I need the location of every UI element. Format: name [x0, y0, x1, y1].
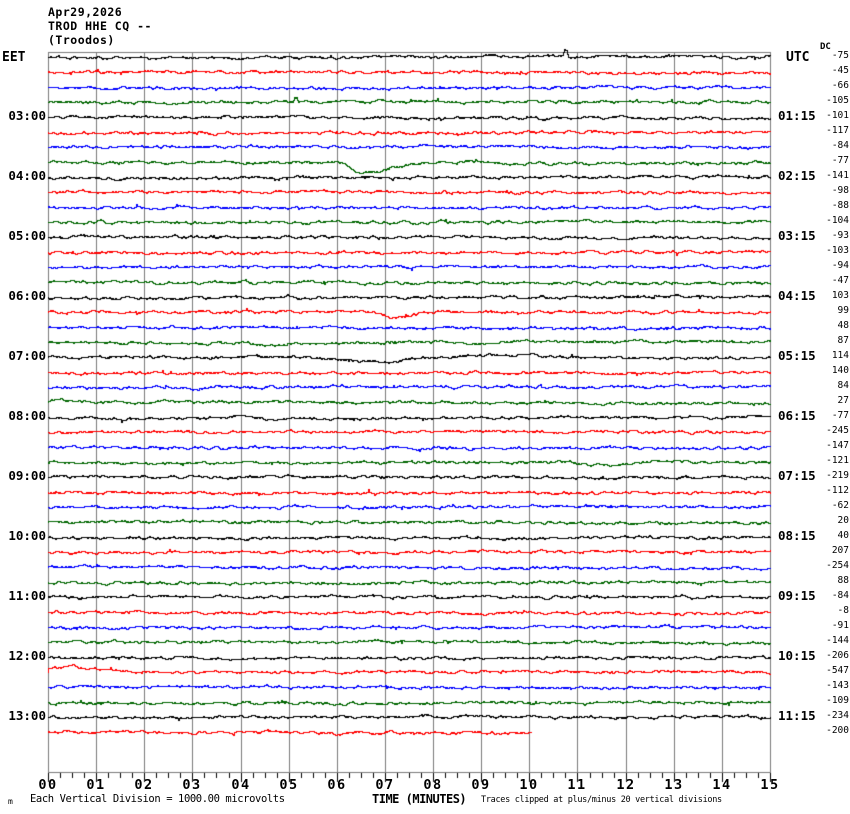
corner-watermark: m — [8, 797, 13, 806]
dc-offset-value: -254 — [826, 560, 849, 571]
dc-offset-value: 99 — [837, 305, 849, 316]
dc-offset-value: -103 — [826, 245, 849, 256]
x-tick-label: 15 — [760, 777, 780, 793]
dc-offset-value: -200 — [826, 725, 849, 736]
utc-time-label: 01:15 — [778, 108, 816, 123]
dc-offset-value: 114 — [831, 350, 849, 361]
dc-offset-value: -547 — [826, 665, 849, 676]
dc-offset-value: -94 — [831, 260, 849, 271]
x-axis-title: TIME (MINUTES) — [372, 792, 467, 806]
dc-offset-value: -143 — [826, 680, 849, 691]
dc-offset-value: -84 — [831, 140, 849, 151]
utc-time-label: 06:15 — [778, 408, 816, 423]
eet-time-label: 05:00 — [8, 228, 46, 243]
dc-offset-value: 84 — [837, 380, 849, 391]
x-tick-label: 07 — [375, 777, 395, 793]
dc-offset-value: -117 — [826, 125, 849, 136]
dc-offset-value: 27 — [837, 395, 849, 406]
dc-offset-value: -121 — [826, 455, 849, 466]
x-tick-label: 12 — [616, 777, 636, 793]
dc-offset-value: 103 — [831, 290, 849, 301]
eet-time-label: 07:00 — [8, 348, 46, 363]
eet-time-label: 09:00 — [8, 468, 46, 483]
utc-time-label: 09:15 — [778, 588, 816, 603]
dc-offset-value: -219 — [826, 470, 849, 481]
x-tick-label: 11 — [567, 777, 587, 793]
dc-offset-value: -45 — [831, 65, 849, 76]
dc-offset-value: 207 — [831, 545, 849, 556]
utc-time-label: 03:15 — [778, 228, 816, 243]
dc-offset-value: -234 — [826, 710, 849, 721]
dc-offset-value: -75 — [831, 50, 849, 61]
division-scale-note: Each Vertical Division = 1000.00 microvo… — [30, 793, 285, 805]
title-date: Apr29,2026 — [48, 5, 123, 19]
utc-time-label: 05:15 — [778, 348, 816, 363]
dc-offset-value: -144 — [826, 635, 849, 646]
dc-offset-value: -62 — [831, 500, 849, 511]
utc-time-label: 11:15 — [778, 708, 816, 723]
dc-offset-value: -101 — [826, 110, 849, 121]
dc-offset-value: -77 — [831, 410, 849, 421]
utc-time-label: 07:15 — [778, 468, 816, 483]
eet-time-label: 13:00 — [8, 708, 46, 723]
dc-offset-value: -206 — [826, 650, 849, 661]
dc-offset-value: 40 — [837, 530, 849, 541]
title-location: (Troodos) — [48, 33, 115, 47]
title-station: TROD HHE CQ -- — [48, 19, 152, 33]
x-tick-label: 01 — [86, 777, 106, 793]
utc-time-label: 10:15 — [778, 648, 816, 663]
x-tick-label: 06 — [327, 777, 347, 793]
dc-offset-value: 87 — [837, 335, 849, 346]
eet-time-label: 04:00 — [8, 168, 46, 183]
dc-offset-value: -147 — [826, 440, 849, 451]
x-tick-label: 04 — [231, 777, 251, 793]
dc-offset-value: -88 — [831, 200, 849, 211]
clipping-note: Traces clipped at plus/minus 20 vertical… — [481, 795, 722, 805]
dc-column-header: DC — [820, 42, 831, 52]
dc-offset-value: -93 — [831, 230, 849, 241]
x-tick-label: 09 — [471, 777, 491, 793]
x-tick-label: 02 — [134, 777, 154, 793]
eet-time-label: 11:00 — [8, 588, 46, 603]
x-tick-label: 00 — [38, 777, 58, 793]
dc-offset-value: -77 — [831, 155, 849, 166]
x-tick-label: 08 — [423, 777, 443, 793]
dc-offset-value: -105 — [826, 95, 849, 106]
dc-offset-value: 140 — [831, 365, 849, 376]
x-tick-label: 03 — [182, 777, 202, 793]
dc-offset-value: -8 — [837, 605, 849, 616]
eet-time-label: 10:00 — [8, 528, 46, 543]
eet-time-label: 03:00 — [8, 108, 46, 123]
dc-offset-value: -109 — [826, 695, 849, 706]
dc-offset-value: 48 — [837, 320, 849, 331]
utc-time-label: 04:15 — [778, 288, 816, 303]
right-timezone-label: UTC — [786, 50, 810, 65]
x-tick-label: 14 — [712, 777, 732, 793]
dc-offset-value: -47 — [831, 275, 849, 286]
dc-offset-value: 88 — [837, 575, 849, 586]
dc-offset-value: -98 — [831, 185, 849, 196]
x-tick-label: 05 — [279, 777, 299, 793]
eet-time-label: 08:00 — [8, 408, 46, 423]
dc-offset-value: -84 — [831, 590, 849, 601]
x-tick-label: 13 — [664, 777, 684, 793]
dc-offset-value: -66 — [831, 80, 849, 91]
dc-offset-value: -245 — [826, 425, 849, 436]
dc-offset-value: 20 — [837, 515, 849, 526]
dc-offset-value: -91 — [831, 620, 849, 631]
dc-offset-value: -141 — [826, 170, 849, 181]
left-timezone-label: EET — [2, 50, 26, 65]
utc-time-label: 02:15 — [778, 168, 816, 183]
dc-offset-value: -104 — [826, 215, 849, 226]
x-tick-label: 10 — [519, 777, 539, 793]
dc-offset-value: -112 — [826, 485, 849, 496]
eet-time-label: 12:00 — [8, 648, 46, 663]
eet-time-label: 06:00 — [8, 288, 46, 303]
utc-time-label: 08:15 — [778, 528, 816, 543]
